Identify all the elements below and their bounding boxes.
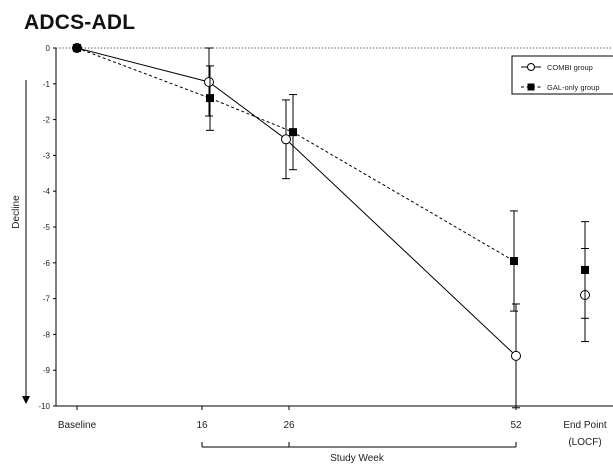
y-tick-label: -3 [43, 151, 51, 160]
y-tick-label: -6 [43, 259, 51, 268]
y-axis-title: Decline [11, 195, 22, 229]
series-line [76, 47, 515, 262]
y-tick-label: 0 [46, 44, 51, 53]
series-line [76, 47, 517, 357]
data-point [281, 134, 291, 145]
series-layer [72, 43, 590, 409]
x-tick-label: Baseline [58, 420, 97, 431]
data-point [73, 44, 81, 52]
legend: COMBI group GAL-only group [511, 55, 613, 95]
data-point [510, 257, 518, 266]
data-point [581, 265, 589, 274]
x-tick-label: 16 [196, 420, 208, 431]
y-tick-label: -7 [43, 295, 51, 304]
y-tick-label: -5 [43, 223, 51, 232]
data-point [289, 128, 297, 137]
series-combi [72, 43, 590, 409]
y-tick-label: -9 [43, 366, 51, 375]
series-gal-only [73, 44, 589, 319]
decline-arrow-head [22, 396, 30, 404]
x-tick-label: 26 [283, 420, 295, 431]
x-tick-label: (LOCF) [568, 437, 601, 448]
data-point [206, 94, 214, 103]
chart-title: ADCS-ADL [24, 11, 136, 34]
y-tick-label: -10 [38, 402, 50, 411]
y-tick-label: -2 [43, 116, 51, 125]
legend-swatch-marker [527, 83, 535, 91]
legend-label: COMBI group [547, 63, 593, 72]
axes: 0 -1 -2 -3 -4 -5 -6 -7 -8 -9 -10 Decline Baseline 16 2… [11, 44, 613, 464]
x-axis-title: Study Week [330, 453, 385, 464]
data-point [204, 77, 214, 88]
x-tick-label: End Point [563, 420, 607, 431]
x-tick-label: 52 [510, 420, 522, 431]
legend-swatch-marker [527, 63, 535, 71]
y-tick-label: -8 [43, 330, 51, 339]
y-tick-label: -1 [43, 80, 51, 89]
legend-label: GAL-only group [547, 83, 600, 92]
y-tick-label: -4 [43, 187, 51, 196]
data-point [511, 350, 521, 361]
